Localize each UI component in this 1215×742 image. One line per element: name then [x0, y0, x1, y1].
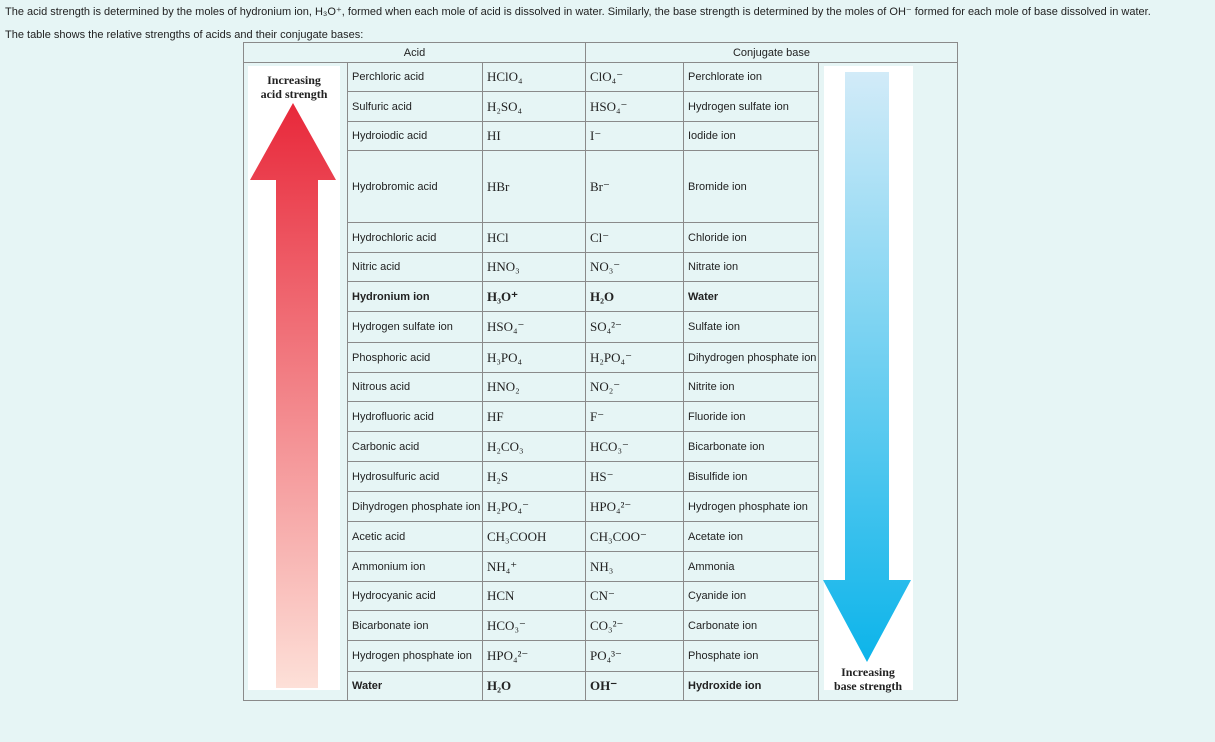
name-cell: Fluoride ion — [683, 401, 819, 432]
name-cell: Hydronium ion — [347, 281, 483, 312]
formula-cell: NO₃⁻ — [585, 252, 684, 282]
base-arrow-label: Increasing base strength — [822, 665, 914, 693]
name-cell: Acetic acid — [347, 521, 483, 552]
formula-cell: HPO₄²⁻ — [482, 640, 586, 672]
formula-cell: HCN — [482, 581, 586, 611]
formula-cell: H₂O — [585, 281, 684, 312]
name-cell: Hydrogen phosphate ion — [347, 640, 483, 672]
name-cell: Sulfate ion — [683, 311, 819, 343]
formula-cell: F⁻ — [585, 401, 684, 432]
name-cell: Hydrogen sulfate ion — [347, 311, 483, 343]
name-cell: Hydrogen sulfate ion — [683, 91, 819, 122]
intro-text: The acid strength is determined by the m… — [5, 6, 1151, 18]
formula-cell: ClO₄⁻ — [585, 62, 684, 92]
formula-cell: HBr — [482, 150, 586, 223]
formula-cell: PO₄³⁻ — [585, 640, 684, 672]
name-cell: Hydrofluoric acid — [347, 401, 483, 432]
formula-cell: HSO₄⁻ — [585, 91, 684, 122]
name-cell: Perchloric acid — [347, 62, 483, 92]
name-cell: Hydrochloric acid — [347, 222, 483, 253]
formula-cell: HNO₃ — [482, 252, 586, 282]
formula-cell: Br⁻ — [585, 150, 684, 223]
name-cell: Carbonate ion — [683, 610, 819, 641]
name-cell: Dihydrogen phosphate ion — [683, 342, 819, 373]
name-cell: Hydroiodic acid — [347, 121, 483, 151]
formula-cell: NH₃ — [585, 551, 684, 582]
formula-cell: CH₃COO⁻ — [585, 521, 684, 552]
name-cell: Carbonic acid — [347, 431, 483, 462]
formula-cell: H₂PO₄⁻ — [482, 491, 586, 522]
name-cell: Hydrobromic acid — [347, 150, 483, 223]
formula-cell: HCO₃⁻ — [585, 431, 684, 462]
name-cell: Water — [347, 671, 483, 701]
formula-cell: HNO₂ — [482, 372, 586, 402]
formula-cell: HCO₃⁻ — [482, 610, 586, 641]
formula-cell: HF — [482, 401, 586, 432]
formula-cell: H₂CO₃ — [482, 431, 586, 462]
name-cell: Cyanide ion — [683, 581, 819, 611]
name-cell: Dihydrogen phosphate ion — [347, 491, 483, 522]
name-cell: Water — [683, 281, 819, 312]
header-cell: Conjugate base — [585, 42, 958, 63]
name-cell: Perchlorate ion — [683, 62, 819, 92]
name-cell: Bicarbonate ion — [347, 610, 483, 641]
name-cell: Nitrate ion — [683, 252, 819, 282]
header-cell: Acid — [243, 42, 586, 63]
formula-cell: NH₄⁺ — [482, 551, 586, 582]
label-line: Increasing — [267, 73, 321, 87]
formula-cell: HI — [482, 121, 586, 151]
formula-cell: HPO₄²⁻ — [585, 491, 684, 522]
formula-cell: HS⁻ — [585, 461, 684, 492]
formula-cell: CO₃²⁻ — [585, 610, 684, 641]
label-line: Increasing — [841, 665, 895, 679]
name-cell: Sulfuric acid — [347, 91, 483, 122]
formula-cell: CH₃COOH — [482, 521, 586, 552]
formula-cell: CN⁻ — [585, 581, 684, 611]
formula-cell: SO₄²⁻ — [585, 311, 684, 343]
acid-arrow-label: Increasing acid strength — [248, 73, 340, 101]
name-cell: Nitric acid — [347, 252, 483, 282]
formula-cell: H₂O — [482, 671, 586, 701]
name-cell: Bicarbonate ion — [683, 431, 819, 462]
name-cell: Bisulfide ion — [683, 461, 819, 492]
formula-cell: NO₂⁻ — [585, 372, 684, 402]
name-cell: Acetate ion — [683, 521, 819, 552]
name-cell: Hydroxide ion — [683, 671, 819, 701]
arrow-cell — [818, 62, 958, 701]
name-cell: Hydrogen phosphate ion — [683, 491, 819, 522]
formula-cell: H₂S — [482, 461, 586, 492]
name-cell: Nitrous acid — [347, 372, 483, 402]
label-line: base strength — [833, 679, 903, 693]
name-cell: Nitrite ion — [683, 372, 819, 402]
label-line: acid strength — [260, 87, 328, 101]
name-cell: Hydrocyanic acid — [347, 581, 483, 611]
name-cell: Ammonia — [683, 551, 819, 582]
name-cell: Phosphate ion — [683, 640, 819, 672]
name-cell: Hydrosulfuric acid — [347, 461, 483, 492]
formula-cell: HCl — [482, 222, 586, 253]
formula-cell: HSO₄⁻ — [482, 311, 586, 343]
name-cell: Phosphoric acid — [347, 342, 483, 373]
name-cell: Bromide ion — [683, 150, 819, 223]
name-cell: Chloride ion — [683, 222, 819, 253]
formula-cell: OH⁻ — [585, 671, 684, 701]
formula-cell: HClO₄ — [482, 62, 586, 92]
name-cell: Ammonium ion — [347, 551, 483, 582]
arrow-cell — [243, 62, 348, 701]
formula-cell: Cl⁻ — [585, 222, 684, 253]
formula-cell: H₂PO₄⁻ — [585, 342, 684, 373]
formula-cell: H₃PO₄ — [482, 342, 586, 373]
intro-text: The table shows the relative strengths o… — [5, 29, 364, 41]
formula-cell: I⁻ — [585, 121, 684, 151]
formula-cell: H₃O⁺ — [482, 281, 586, 312]
formula-cell: H₂SO₄ — [482, 91, 586, 122]
name-cell: Iodide ion — [683, 121, 819, 151]
